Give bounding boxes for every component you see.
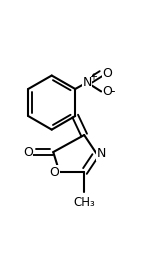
Text: CH₃: CH₃	[73, 196, 95, 209]
Text: N: N	[82, 76, 92, 89]
Text: O: O	[23, 146, 33, 159]
Text: O: O	[50, 166, 59, 179]
Text: O: O	[103, 67, 113, 80]
Text: +: +	[89, 72, 97, 82]
Text: O: O	[103, 85, 113, 98]
Text: -: -	[111, 85, 115, 98]
Text: N: N	[97, 147, 106, 160]
